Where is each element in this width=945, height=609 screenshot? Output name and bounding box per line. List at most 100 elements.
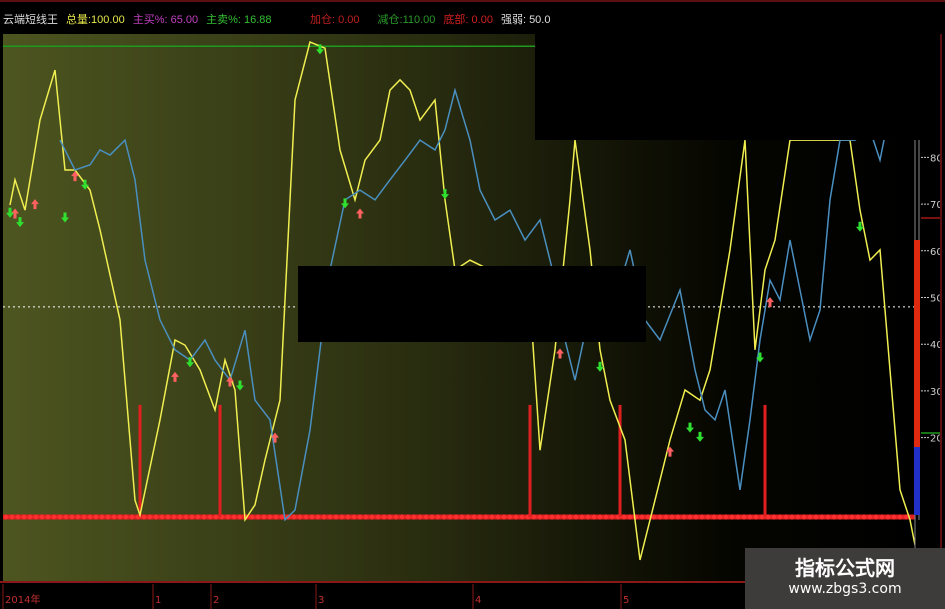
- down-arrow-icon: [236, 380, 244, 391]
- baseline-diamond: [3, 514, 9, 520]
- baseline-diamond: [513, 514, 519, 520]
- baseline-diamond: [303, 514, 309, 520]
- baseline-diamond: [759, 514, 765, 520]
- baseline-diamond: [231, 514, 237, 520]
- down-arrow-icon: [686, 422, 694, 433]
- header-total: 总量:100.00: [66, 14, 125, 26]
- y-tick-label: 30: [930, 387, 943, 398]
- header-left-group: 云端短线王 总量:100.00 主买%: 65.00 主卖%: 16.88: [3, 11, 272, 27]
- baseline-diamond: [351, 514, 357, 520]
- baseline-diamond: [867, 514, 873, 520]
- y-tick-label: 50: [930, 294, 943, 305]
- baseline-diamond: [171, 514, 177, 520]
- baseline-diamond: [399, 514, 405, 520]
- header-right-group: 加仓: 0.00 减仓:110.00 底部: 0.00 强弱: 50.0: [310, 11, 550, 27]
- baseline-diamond: [327, 514, 333, 520]
- baseline-diamond: [777, 514, 783, 520]
- baseline-diamond: [639, 514, 645, 520]
- x-tick-label: 2: [213, 595, 219, 606]
- baseline-diamond: [465, 514, 471, 520]
- baseline-diamond: [753, 514, 759, 520]
- baseline-diamond: [861, 514, 867, 520]
- baseline-diamond: [663, 514, 669, 520]
- baseline-diamond: [561, 514, 567, 520]
- baseline-diamond: [147, 514, 153, 520]
- blue-indicator-line: [59, 87, 891, 522]
- down-arrow-icon: [81, 179, 89, 190]
- baseline-diamond: [705, 514, 711, 520]
- up-arrow-icon: [271, 432, 279, 443]
- watermark-url: www.zbgs3.com: [788, 581, 902, 597]
- baseline-diamond: [39, 514, 45, 520]
- baseline-diamond: [249, 514, 255, 520]
- baseline-diamond: [657, 514, 663, 520]
- baseline-diamond: [45, 514, 51, 520]
- baseline-diamond: [681, 514, 687, 520]
- baseline-diamond: [837, 514, 843, 520]
- baseline-diamond: [189, 514, 195, 520]
- baseline-diamond: [261, 514, 267, 520]
- baseline-diamond: [225, 514, 231, 520]
- baseline-diamond: [267, 514, 273, 520]
- baseline-diamond: [813, 514, 819, 520]
- baseline-diamond: [879, 514, 885, 520]
- baseline-diamond: [489, 514, 495, 520]
- baseline-diamond: [75, 514, 81, 520]
- baseline-diamond: [843, 514, 849, 520]
- yellow-indicator-line: [9, 41, 916, 561]
- baseline-diamond: [627, 514, 633, 520]
- signal-bar: [763, 404, 767, 517]
- baseline-diamond: [717, 514, 723, 520]
- watermark: 指标公式网 www.zbgs3.com: [745, 548, 945, 609]
- baseline-diamond: [99, 514, 105, 520]
- up-arrow-icon: [666, 446, 674, 457]
- baseline-diamond: [741, 514, 747, 520]
- redaction-box-middle: [298, 266, 646, 342]
- baseline-diamond: [357, 514, 363, 520]
- header-strength: 强弱: 50.0: [500, 14, 551, 26]
- up-arrow-icon: [31, 199, 39, 210]
- strength-gauge-blue: [914, 447, 920, 515]
- baseline-diamond: [435, 514, 441, 520]
- baseline-diamond: [669, 514, 675, 520]
- baseline-diamond: [747, 514, 753, 520]
- indicator-header: 云端短线王 总量:100.00 主买%: 65.00 主卖%: 16.88 加仓…: [0, 0, 945, 34]
- baseline-diamond: [51, 514, 57, 520]
- down-arrow-icon: [61, 212, 69, 223]
- baseline-diamond: [201, 514, 207, 520]
- baseline-diamond: [735, 514, 741, 520]
- baseline-diamond: [33, 514, 39, 520]
- x-tick-label: 1: [155, 595, 161, 606]
- header-main-sell: 主卖%: 16.88: [206, 14, 272, 26]
- baseline-diamond: [63, 514, 69, 520]
- baseline-diamond: [543, 514, 549, 520]
- up-arrow-icon: [226, 376, 234, 387]
- baseline-diamond: [339, 514, 345, 520]
- baseline-diamond: [93, 514, 99, 520]
- baseline-diamond: [885, 514, 891, 520]
- baseline-diamond: [765, 514, 771, 520]
- baseline-diamond: [315, 514, 321, 520]
- baseline-diamond: [789, 514, 795, 520]
- down-arrow-icon: [316, 44, 324, 55]
- down-arrow-icon: [596, 361, 604, 372]
- baseline-diamond: [441, 514, 447, 520]
- baseline-diamond: [381, 514, 387, 520]
- baseline-diamond: [417, 514, 423, 520]
- up-arrow-icon: [766, 297, 774, 308]
- baseline-diamond: [21, 514, 27, 520]
- baseline-diamond: [255, 514, 261, 520]
- baseline-diamond: [591, 514, 597, 520]
- baseline-diamond: [849, 514, 855, 520]
- baseline-diamond: [825, 514, 831, 520]
- baseline-diamond: [321, 514, 327, 520]
- x-tick-label: 2014年: [5, 593, 40, 606]
- baseline-diamond: [801, 514, 807, 520]
- baseline-diamond: [159, 514, 165, 520]
- up-arrow-icon: [356, 208, 364, 219]
- baseline-diamond: [153, 514, 159, 520]
- baseline-diamond: [459, 514, 465, 520]
- header-bottom: 底部: 0.00: [443, 14, 493, 26]
- baseline-diamond: [597, 514, 603, 520]
- baseline-diamond: [507, 514, 513, 520]
